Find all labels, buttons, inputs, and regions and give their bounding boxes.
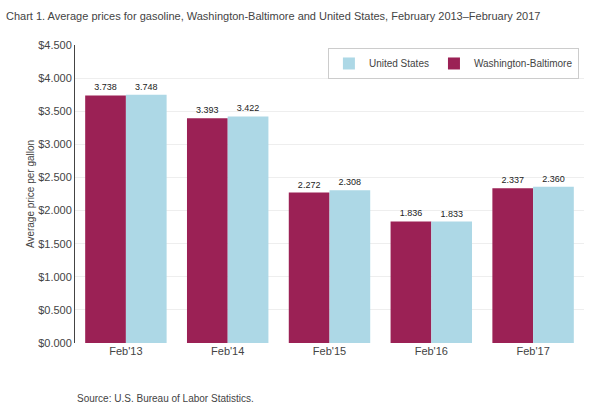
svg-text:2.360: 2.360 <box>542 174 565 184</box>
svg-text:2.272: 2.272 <box>298 180 321 190</box>
svg-text:$4.000: $4.000 <box>38 72 72 84</box>
svg-text:Feb'15: Feb'15 <box>313 345 346 357</box>
svg-text:1.833: 1.833 <box>440 209 463 219</box>
svg-text:3.738: 3.738 <box>94 82 117 92</box>
svg-text:Washington-Baltimore: Washington-Baltimore <box>474 58 572 69</box>
svg-text:3.748: 3.748 <box>135 82 158 92</box>
svg-text:1.836: 1.836 <box>400 208 423 218</box>
svg-text:3.393: 3.393 <box>196 105 219 115</box>
svg-text:Feb'16: Feb'16 <box>415 345 448 357</box>
svg-text:3.422: 3.422 <box>237 103 260 113</box>
svg-text:Feb'17: Feb'17 <box>516 345 549 357</box>
svg-text:$1.500: $1.500 <box>38 238 72 250</box>
svg-text:$3.000: $3.000 <box>38 138 72 150</box>
svg-text:Feb'14: Feb'14 <box>211 345 244 357</box>
svg-text:$3.500: $3.500 <box>38 105 72 117</box>
svg-text:2.337: 2.337 <box>501 175 524 185</box>
svg-text:Average price per gallon: Average price per gallon <box>25 140 36 248</box>
svg-text:Chart 1. Average prices for ga: Chart 1. Average prices for gasoline, Wa… <box>6 10 540 22</box>
svg-text:$2.000: $2.000 <box>38 204 72 216</box>
svg-text:Source: U.S. Bureau of Labor S: Source: U.S. Bureau of Labor Statistics. <box>77 393 254 404</box>
svg-text:$4.500: $4.500 <box>38 39 72 51</box>
svg-text:$0.000: $0.000 <box>38 337 72 349</box>
svg-text:United States: United States <box>369 58 429 69</box>
svg-text:$2.500: $2.500 <box>38 171 72 183</box>
svg-text:Feb'13: Feb'13 <box>109 345 142 357</box>
svg-text:$1.000: $1.000 <box>38 271 72 283</box>
svg-text:$0.500: $0.500 <box>38 304 72 316</box>
svg-text:2.308: 2.308 <box>339 177 362 187</box>
